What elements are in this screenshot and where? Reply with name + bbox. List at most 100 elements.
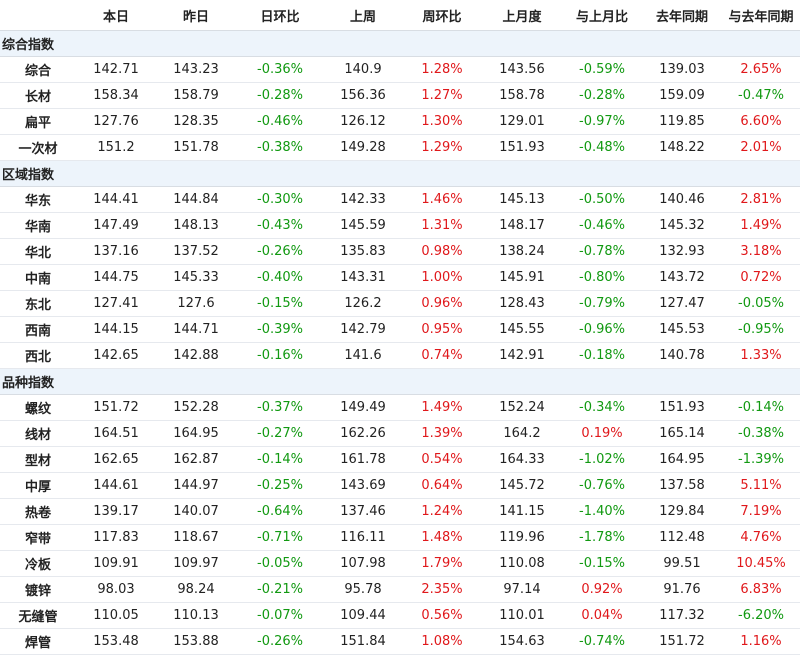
cell-last-month: 110.01 [482,602,562,629]
cell-month-change: 0.92% [562,576,642,603]
cell-last-month: 145.91 [482,264,562,291]
cell-week-change: 1.46% [402,186,482,213]
cell-year-change: -0.47% [722,82,800,109]
cell-month-change: -0.46% [562,212,642,239]
cell-last-year: 159.09 [642,82,722,109]
cell-today: 109.91 [76,550,156,577]
cell-month-change: -0.76% [562,472,642,499]
cell-day-change: -0.37% [236,394,324,421]
cell-last-week: 116.11 [324,524,402,551]
cell-year-change: 1.49% [722,212,800,239]
cell-week-change: 1.31% [402,212,482,239]
table-row: 中厚 144.61 144.97 -0.25% 143.69 0.64% 145.72 -0.… [0,472,800,499]
row-label: 东北 [0,290,76,317]
cell-yesterday: 98.24 [156,576,236,603]
header-week-change: 周环比 [402,0,482,31]
row-label: 中南 [0,264,76,291]
row-label: 西北 [0,342,76,369]
cell-day-change: -0.38% [236,134,324,161]
cell-yesterday: 144.84 [156,186,236,213]
cell-last-week: 140.9 [324,56,402,83]
cell-today: 110.05 [76,602,156,629]
cell-week-change: 1.30% [402,108,482,135]
cell-last-year: 119.85 [642,108,722,135]
cell-last-year: 151.93 [642,394,722,421]
table-row: 东北 127.41 127.6 -0.15% 126.2 0.96% 128.43 -0.79… [0,290,800,317]
cell-last-week: 149.28 [324,134,402,161]
table-row: 扁平 127.76 128.35 -0.46% 126.12 1.30% 129.01 -0.… [0,108,800,135]
cell-month-change: -0.50% [562,186,642,213]
cell-last-week: 142.79 [324,316,402,343]
section-header-row: 综合指数 [0,30,800,57]
cell-month-change: 0.19% [562,420,642,447]
cell-last-week: 161.78 [324,446,402,473]
row-label: 扁平 [0,108,76,135]
cell-day-change: -0.15% [236,290,324,317]
cell-last-week: 137.46 [324,498,402,525]
cell-month-change: -0.80% [562,264,642,291]
table-row: 窄带 117.83 118.67 -0.71% 116.11 1.48% 119.96 -1.… [0,524,800,551]
section-header-row: 区域指数 [0,160,800,187]
cell-yesterday: 162.87 [156,446,236,473]
cell-last-month: 145.72 [482,472,562,499]
section-header-row: 品种指数 [0,368,800,395]
row-label: 中厚 [0,472,76,499]
table-row: 综合 142.71 143.23 -0.36% 140.9 1.28% 143.56 -0.5… [0,56,800,83]
cell-last-year: 91.76 [642,576,722,603]
cell-year-change: 1.16% [722,628,800,655]
cell-last-year: 164.95 [642,446,722,473]
cell-yesterday: 144.71 [156,316,236,343]
cell-last-week: 141.6 [324,342,402,369]
cell-month-change: -0.79% [562,290,642,317]
cell-last-week: 126.2 [324,290,402,317]
row-label: 华东 [0,186,76,213]
cell-month-change: -0.15% [562,550,642,577]
cell-year-change: 3.18% [722,238,800,265]
cell-today: 164.51 [76,420,156,447]
cell-year-change: 1.33% [722,342,800,369]
table-row: 热卷 139.17 140.07 -0.64% 137.46 1.24% 141.15 -1.… [0,498,800,525]
cell-today: 139.17 [76,498,156,525]
cell-month-change: -0.48% [562,134,642,161]
cell-today: 98.03 [76,576,156,603]
cell-week-change: 0.96% [402,290,482,317]
cell-month-change: -0.96% [562,316,642,343]
cell-week-change: 1.00% [402,264,482,291]
cell-yesterday: 127.6 [156,290,236,317]
cell-today: 144.41 [76,186,156,213]
header-month-change: 与上月比 [562,0,642,31]
row-label: 长材 [0,82,76,109]
cell-today: 162.65 [76,446,156,473]
cell-year-change: 2.65% [722,56,800,83]
cell-week-change: 1.79% [402,550,482,577]
cell-month-change: -0.34% [562,394,642,421]
cell-last-week: 156.36 [324,82,402,109]
row-label: 华北 [0,238,76,265]
cell-day-change: -0.30% [236,186,324,213]
cell-yesterday: 164.95 [156,420,236,447]
cell-year-change: 6.60% [722,108,800,135]
cell-last-week: 151.84 [324,628,402,655]
row-label: 窄带 [0,524,76,551]
table-row: 西南 144.15 144.71 -0.39% 142.79 0.95% 145.55 -0.… [0,316,800,343]
cell-last-year: 117.32 [642,602,722,629]
cell-week-change: 1.08% [402,628,482,655]
cell-yesterday: 145.33 [156,264,236,291]
cell-day-change: -0.05% [236,550,324,577]
cell-last-year: 140.78 [642,342,722,369]
section-title: 综合指数 [0,30,800,57]
cell-year-change: -0.14% [722,394,800,421]
cell-last-month: 158.78 [482,82,562,109]
cell-today: 117.83 [76,524,156,551]
cell-last-year: 148.22 [642,134,722,161]
cell-last-week: 142.33 [324,186,402,213]
cell-last-month: 143.56 [482,56,562,83]
cell-last-month: 142.91 [482,342,562,369]
cell-month-change: -0.18% [562,342,642,369]
cell-year-change: -0.38% [722,420,800,447]
table-row: 镀锌 98.03 98.24 -0.21% 95.78 2.35% 97.14 0.92% 91… [0,576,800,603]
table-row: 冷板 109.91 109.97 -0.05% 107.98 1.79% 110.08 -0.… [0,550,800,577]
cell-yesterday: 118.67 [156,524,236,551]
cell-last-week: 149.49 [324,394,402,421]
